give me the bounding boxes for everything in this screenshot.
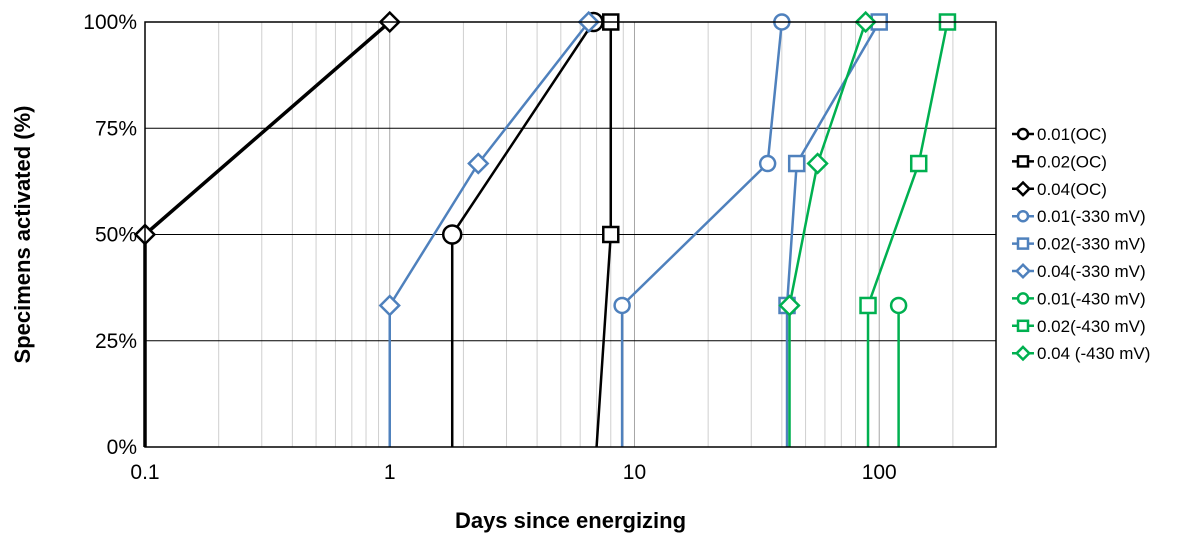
y-tick-label: 0%: [107, 436, 137, 459]
series-line: [866, 21, 949, 447]
legend-marker: [1016, 237, 1030, 250]
x-axis-title: Days since energizing: [455, 508, 686, 533]
legend-item-0-02-430-mv: 0.02(-430 mV): [1012, 317, 1146, 336]
legend-item-0-01-430-mv: 0.01(-430 mV): [1012, 289, 1146, 308]
legend-label: 0.04(-330 mV): [1037, 262, 1146, 281]
series-line: [788, 21, 867, 447]
legend-label: 0.01(-330 mV): [1037, 207, 1146, 226]
series-group: [133, 10, 957, 448]
legend-label: 0.02(OC): [1037, 152, 1107, 171]
data-point: [602, 225, 620, 244]
legend-item-0-04-330-mv: 0.04(-330 mV): [1012, 262, 1146, 281]
gridlines: [145, 22, 996, 447]
legend-item-0-01-330-mv: 0.01(-330 mV): [1012, 207, 1146, 226]
legend-label: 0.02(-430 mV): [1037, 317, 1146, 336]
series-0-02-430-mv: [859, 13, 957, 447]
data-point: [613, 296, 631, 315]
data-point: [859, 296, 877, 315]
data-point: [467, 152, 490, 175]
data-point: [909, 154, 928, 173]
legend-marker: [1014, 180, 1032, 197]
legend-label: 0.01(-430 mV): [1037, 289, 1146, 308]
series-line: [620, 21, 784, 447]
legend-marker: [1016, 127, 1030, 141]
plot-area-border: [144, 21, 997, 448]
legend-item-0-04-430-mv: 0.04 (-430 mV): [1012, 344, 1150, 363]
y-axis-title: Specimens activated (%): [10, 106, 35, 364]
y-tick-label: 100%: [83, 11, 137, 34]
series-0-01-430-mv: [889, 296, 908, 447]
series-line: [785, 21, 881, 447]
x-tick-label: 1: [384, 461, 396, 484]
data-point: [378, 294, 401, 317]
legend-marker: [1016, 209, 1030, 223]
tick-labels: 0.1 1 10 100 0% 25% 50% 75% 100%: [83, 11, 896, 484]
y-tick-label: 50%: [95, 224, 137, 247]
legend-item-0-02-330-mv: 0.02(-330 mV): [1012, 235, 1146, 254]
legend-marker: [1016, 319, 1030, 333]
legend-label: 0.04 (-430 mV): [1037, 344, 1150, 363]
series-0-01-330-mv: [613, 13, 791, 447]
legend-marker: [1014, 345, 1032, 362]
data-point: [889, 296, 908, 315]
x-tick-label: 10: [623, 461, 646, 484]
series-0-04-430-mv: [778, 10, 877, 447]
series-0-01-oc: [441, 11, 604, 447]
legend-label: 0.04(OC): [1037, 180, 1107, 199]
series-0-04-330-mv: [378, 10, 600, 447]
legend-item-0-01-oc: 0.01(OC): [1012, 125, 1107, 144]
y-tick-label: 75%: [95, 117, 137, 140]
series-line: [388, 21, 590, 447]
data-point: [441, 224, 463, 245]
x-tick-label: 100: [862, 461, 897, 484]
legend-marker: [1016, 292, 1030, 305]
x-tick-label: 0.1: [130, 461, 159, 484]
y-tick-label: 25%: [95, 330, 137, 353]
legend-item-0-04-oc: 0.04(OC): [1012, 180, 1107, 199]
data-point: [787, 154, 806, 173]
legend-label: 0.01(OC): [1037, 125, 1107, 144]
data-point: [806, 152, 829, 175]
legend-item-0-02-oc: 0.02(OC): [1012, 152, 1107, 171]
series-0-04-oc: [133, 10, 401, 447]
series-0-02-330-mv: [778, 13, 888, 447]
series-0-02-oc: [595, 13, 620, 448]
legend-label: 0.02(-330 mV): [1037, 235, 1146, 254]
data-point: [758, 154, 777, 173]
legend-marker: [1016, 155, 1030, 168]
legend: 0.01(OC) 0.02(OC) 0.04(OC) 0.01(-330 mV) 0.0…: [1012, 125, 1150, 363]
data-point: [778, 294, 801, 317]
legend-marker: [1014, 262, 1032, 280]
